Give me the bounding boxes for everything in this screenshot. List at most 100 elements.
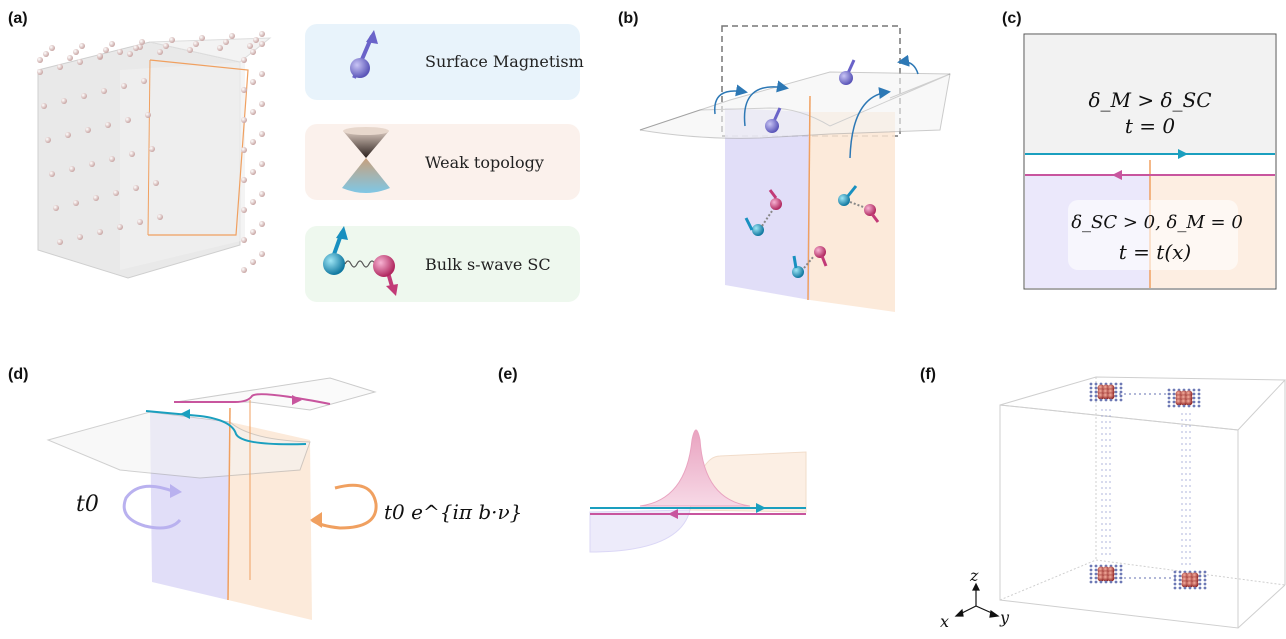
dirac-cone-icon [342,127,390,193]
lattice-site [37,57,43,63]
density-dot [1101,475,1103,477]
density-dot [1109,547,1111,549]
density-dot [1186,580,1194,588]
density-dot [1101,499,1103,501]
density-dot [1198,578,1202,582]
density-dot [1119,577,1121,579]
panel-e-diagram [589,429,807,553]
density-dot [1198,586,1202,590]
density-dot [1181,557,1183,559]
density-dot [1107,392,1115,400]
density-dot [1181,413,1183,415]
lattice-site [121,83,127,89]
density-dot [1105,535,1107,537]
lattice-site [133,45,139,51]
density-dot [1185,521,1187,523]
lattice-site [97,53,103,59]
density-dot [1104,398,1108,402]
density-dot [1089,386,1093,390]
density-dot [1119,394,1123,398]
density-dot [1114,386,1118,390]
density-dot [1089,398,1093,402]
density-dot [1109,445,1111,447]
density-dot [1185,497,1187,499]
density-dot [1197,388,1201,392]
lattice-site [149,146,155,152]
density-dot [1185,533,1187,535]
axis-z-label: z [970,566,979,585]
density-dot [1185,509,1187,511]
lattice-site [145,112,151,118]
density-dot [1185,473,1187,475]
density-dot [1119,390,1123,394]
density-dot [1114,576,1118,580]
density-dot [1101,535,1103,537]
density-dot [1167,400,1171,404]
density-dot [1101,439,1103,441]
density-dot [1094,564,1098,568]
lattice-site [77,234,83,240]
panel-f-box [999,376,1286,629]
density-dot [1181,485,1183,487]
lattice-site [65,132,71,138]
density-dot [1101,469,1103,471]
density-dot [1129,577,1131,579]
lattice-site [259,101,265,107]
density-dot [1172,404,1176,408]
density-dot [1105,547,1107,549]
density-dot [1178,582,1182,586]
density-dot [1169,393,1171,395]
cooper-pair-icon [323,226,398,296]
density-dot [1105,445,1107,447]
density-dot [1164,393,1166,395]
density-dot [1189,449,1191,451]
density-dot [1105,433,1107,435]
panel-label-e: (e) [498,366,518,383]
density-dot [1105,469,1107,471]
density-dot [1101,463,1103,465]
density-dot [1178,578,1182,582]
density-dot [1104,580,1108,584]
axis-x-label: x [940,612,950,631]
density-dot [1181,527,1183,529]
panel-label-a: (a) [8,10,28,27]
density-dot [1102,392,1110,400]
density-dot [1178,570,1182,574]
density-dot [1181,563,1183,565]
density-dot [1181,449,1183,451]
density-dot [1181,551,1183,553]
density-dot [1109,427,1111,429]
density-dot [1101,433,1103,435]
hopping-right-label: t0 e^{iπ b·ν} [384,500,523,524]
density-dot [1101,505,1103,507]
density-dot [1173,578,1177,582]
lattice-site [97,229,103,235]
density-dot [1105,499,1107,501]
density-dot [1101,445,1103,447]
density-dot [1173,570,1177,574]
pair-b2-icon [838,185,880,223]
density-dot [1105,421,1107,423]
density-dot [1185,437,1187,439]
lattice-site [241,147,247,153]
density-dot [1185,443,1187,445]
density-dot [1105,487,1107,489]
density-dot [1203,586,1207,590]
density-dot [1124,393,1126,395]
lattice-site [49,171,55,177]
density-dot [1105,475,1107,477]
density-dot [1181,545,1183,547]
density-dot [1109,511,1111,513]
density-dot [1203,582,1207,586]
lattice-site [139,39,145,45]
density-dot [1101,409,1103,411]
density-dot [1174,577,1176,579]
lattice-site [141,78,147,84]
density-dot [1101,487,1103,489]
density-dot [1192,400,1196,404]
lattice-site [105,122,111,128]
panel-c-top-line1: δ_M > δ_SC [1088,88,1212,112]
density-dot [1114,572,1118,576]
density-dot [1159,393,1161,395]
density-dot [1099,398,1103,402]
